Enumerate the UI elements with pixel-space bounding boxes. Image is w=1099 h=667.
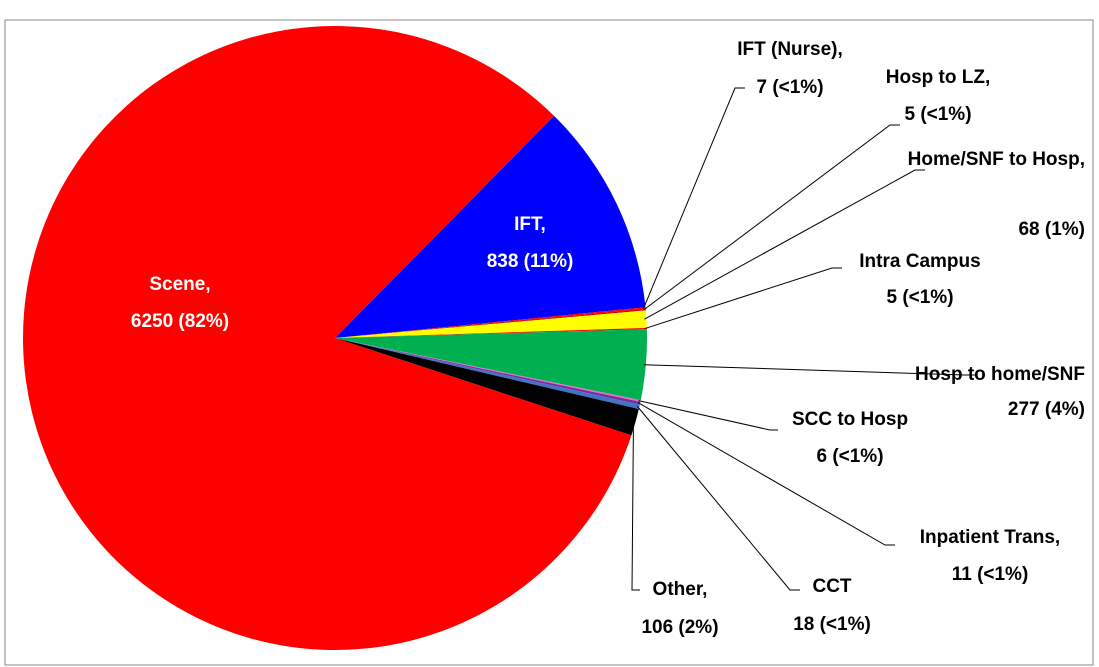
leader-line (637, 402, 895, 546)
data-label-value: 5 (<1%) (886, 287, 953, 308)
data-label-value: 18 (<1%) (793, 614, 871, 635)
leader-line (631, 421, 640, 591)
data-label-name: IFT, (514, 214, 546, 235)
pie-slice (335, 338, 639, 436)
pie-slice (335, 338, 641, 405)
pie-slice (335, 338, 641, 402)
data-label-name: Scene, (149, 274, 210, 295)
data-label-name: Intra Campus (859, 251, 980, 272)
data-label-name: Other, (653, 579, 708, 600)
pie-slice (335, 310, 647, 338)
leader-line (643, 87, 745, 309)
data-label-value: 11 (<1%) (952, 564, 1029, 585)
pie-slice (335, 338, 640, 410)
data-label-name: Inpatient Trans, (920, 527, 1060, 548)
data-label-value: 5 (<1%) (904, 104, 971, 125)
data-label-name: IFT (Nurse), (737, 39, 843, 60)
pie-slice (335, 309, 646, 338)
data-label-name: Hosp to home/SNF (915, 364, 1085, 385)
data-label-name: SCC to Hosp (792, 409, 908, 430)
data-label-value: 277 (4%) (1008, 399, 1085, 420)
pie-slice (335, 115, 646, 338)
data-label-value: 6250 (82%) (131, 311, 229, 332)
pie-slice (335, 329, 647, 401)
leader-line (638, 400, 778, 431)
data-label-value: 106 (2%) (641, 617, 718, 638)
data-label-value: 838 (11%) (487, 251, 574, 272)
data-label-name: Hosp to LZ, (886, 67, 990, 88)
leader-line (636, 406, 800, 591)
leader-line (643, 124, 900, 311)
data-label-value: 6 (<1%) (816, 446, 883, 467)
leader-line (644, 267, 842, 330)
pie-slice (23, 25, 632, 650)
leader-line (644, 169, 925, 320)
data-label-value: 68 (1%) (1018, 219, 1085, 240)
leader-line (643, 364, 975, 376)
pie-slice (335, 327, 647, 338)
data-label-name: CCT (812, 576, 851, 597)
data-label-value: 7 (<1%) (756, 77, 823, 98)
data-label-name: Home/SNF to Hosp, (908, 149, 1085, 170)
pie-slice (335, 307, 646, 338)
